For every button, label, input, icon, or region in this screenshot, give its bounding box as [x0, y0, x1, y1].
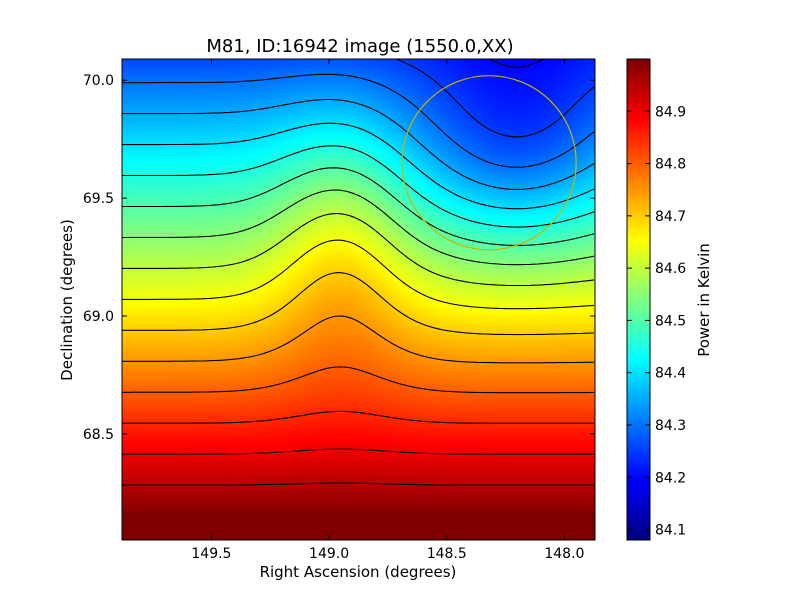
- colorbar-tick-label: 84.1: [655, 523, 686, 539]
- plot-area: [121, 58, 596, 541]
- y-axis-ticks: 70.0 69.5 69.0 68.5: [83, 73, 595, 443]
- colorbar: 84.1 84.2 84.3 84.4 84.5 84.6 84.7 84.8 84.9 Pow…: [626, 58, 713, 541]
- chart-title: M81, ID:16942 image (1550.0,XX): [206, 36, 513, 57]
- x-tick-label: 149.0: [309, 546, 349, 562]
- colorbar-tick-label: 84.2: [655, 470, 686, 486]
- beam-circle: [401, 75, 577, 251]
- y-tick-label: 68.5: [83, 427, 114, 443]
- y-tick-label: 70.0: [83, 73, 114, 89]
- colorbar-ticks: 84.1 84.2 84.3 84.4 84.5 84.6 84.7 84.8 84.9: [627, 104, 686, 539]
- colorbar-frame: [626, 58, 651, 541]
- colorbar-tick-label: 84.6: [655, 261, 686, 277]
- y-tick-label: 69.0: [83, 309, 114, 325]
- y-axis-label: Declination (degrees): [58, 219, 76, 381]
- plot-frame: [121, 58, 596, 541]
- colorbar-tick-label: 84.7: [655, 209, 686, 225]
- x-tick-label: 148.0: [544, 546, 584, 562]
- colorbar-tick-label: 84.3: [655, 418, 686, 434]
- colorbar-tick-label: 84.5: [655, 313, 686, 329]
- colorbar-gradient: [627, 59, 650, 540]
- y-tick-label: 69.5: [83, 191, 114, 207]
- colorbar-tick-label: 84.8: [655, 157, 686, 173]
- x-tick-label: 148.5: [427, 546, 467, 562]
- x-axis-label: Right Ascension (degrees): [260, 563, 457, 581]
- heatmap-image: [122, 59, 595, 540]
- x-tick-label: 149.5: [191, 546, 231, 562]
- colorbar-tick-label: 84.4: [655, 366, 686, 382]
- x-axis-ticks: 149.5 149.0 148.5 148.0: [191, 59, 584, 562]
- colorbar-label: Power in Kelvin: [695, 243, 713, 357]
- colorbar-tick-label: 84.9: [655, 104, 686, 120]
